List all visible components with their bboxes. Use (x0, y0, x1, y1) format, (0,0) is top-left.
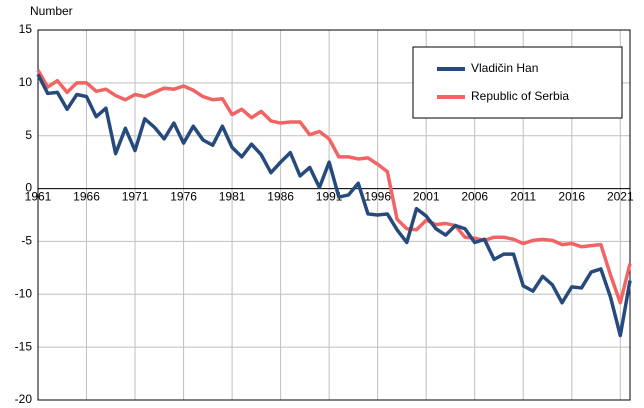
legend-label: Vladičin Han (471, 61, 538, 75)
x-tick-label: 1976 (170, 190, 197, 204)
x-tick-label: 1986 (267, 190, 294, 204)
line-series (36, 73, 632, 338)
y-tick-label: -10 (15, 286, 33, 300)
y-tick-label: -5 (21, 234, 32, 248)
legend-label: Republic of Serbia (471, 89, 569, 103)
y-tick-label: 15 (19, 22, 33, 36)
x-tick-label: 2016 (558, 190, 585, 204)
legend-box (412, 46, 623, 119)
x-tick-label: 2001 (413, 190, 440, 204)
x-tick-label: 2011 (510, 190, 536, 204)
x-tick-label: 2021 (607, 190, 634, 204)
y-tick-label: 0 (25, 181, 32, 195)
x-tick-label: 1981 (219, 190, 246, 204)
y-tick-label: -20 (15, 392, 33, 406)
x-tick-label: 1996 (364, 190, 391, 204)
x-tick-label: 1966 (73, 190, 100, 204)
plot-frame (37, 29, 631, 401)
y-tick-label: -15 (15, 339, 33, 353)
line-series (36, 69, 632, 305)
y-tick-label: 10 (19, 75, 33, 89)
y-tick-label: 5 (25, 128, 32, 142)
x-tick-label: 1971 (122, 190, 149, 204)
y-axis-label: Number (30, 4, 73, 18)
x-tick-label: 2006 (461, 190, 488, 204)
